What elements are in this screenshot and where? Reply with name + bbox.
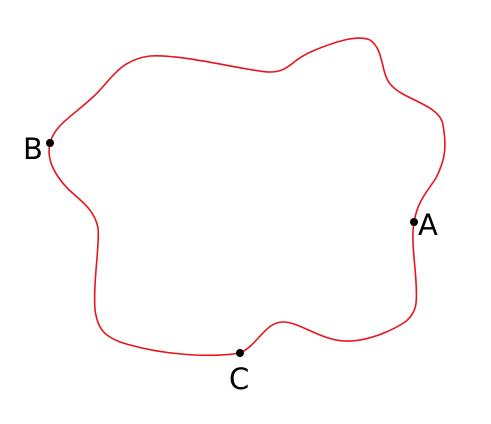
point-c-label: C — [229, 362, 249, 396]
point-b-label: B — [23, 132, 43, 166]
point-b-marker — [46, 139, 54, 147]
closed-curve — [48, 37, 446, 357]
point-a-label: A — [418, 208, 438, 242]
point-c-marker — [236, 349, 244, 357]
point-a-marker — [410, 218, 418, 226]
